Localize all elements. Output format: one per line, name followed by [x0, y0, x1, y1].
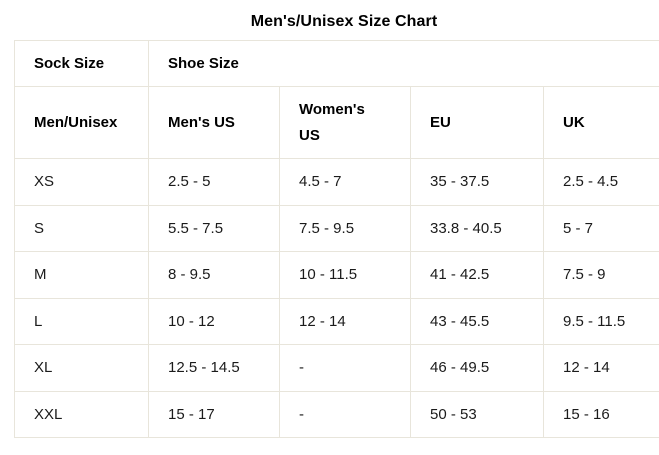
table-row: L 10 - 12 12 - 14 43 - 45.5 9.5 - 11.5 [14, 297, 659, 345]
table-cell: 15 - 16 [542, 390, 659, 438]
table-cell: 43 - 45.5 [410, 297, 544, 345]
row-size-label: XL [14, 344, 149, 392]
table-row: S 5.5 - 7.5 7.5 - 9.5 33.8 - 40.5 5 - 7 [14, 204, 659, 252]
column-header-womens-us: Women's US [279, 86, 411, 159]
page-title: Men's/Unisex Size Chart [250, 13, 438, 30]
table-cell: 15 - 17 [148, 390, 280, 438]
table-cell: 35 - 37.5 [410, 158, 544, 206]
row-size-label: XS [14, 158, 149, 206]
table-row: XS 2.5 - 5 4.5 - 7 35 - 37.5 2.5 - 4.5 [14, 158, 659, 206]
row-size-label: L [14, 297, 149, 345]
table-cell: 5 - 7 [542, 204, 659, 252]
table-cell: 46 - 49.5 [410, 344, 544, 392]
table-cell: 33.8 - 40.5 [410, 204, 544, 252]
table-cell: 9.5 - 11.5 [542, 297, 659, 345]
table-cell: 8 - 9.5 [148, 251, 280, 299]
table-row: XXL 15 - 17-50 - 53 15 - 16 [14, 390, 659, 438]
table-cell: 12.5 - 14.5 [148, 344, 280, 392]
table-cell: 4.5 - 7 [279, 158, 411, 206]
table-cell: 2.5 - 4.5 [542, 158, 659, 206]
table-cell: 10 - 11.5 [279, 251, 411, 299]
column-header-uk: UK [542, 86, 659, 159]
table-cell: 12 - 14 [279, 297, 411, 345]
table-group-header-row: Sock Size Shoe Size [14, 40, 659, 87]
row-size-label: S [14, 204, 149, 252]
sock-size-header: Sock Size [14, 40, 149, 87]
column-header-eu: EU [410, 86, 544, 159]
table-row: XL 12.5 - 14.5-46 - 49.5 12 - 14 [14, 344, 659, 392]
row-size-label: XXL [14, 390, 149, 438]
table-cell: 10 - 12 [148, 297, 280, 345]
table-cell: 7.5 - 9 [542, 251, 659, 299]
row-size-label: M [14, 251, 149, 299]
size-table-body: XS 2.5 - 5 4.5 - 7 35 - 37.5 2.5 - 4.5 S 5.5 -… [14, 158, 659, 438]
shoe-size-header: Shoe Size [147, 40, 659, 87]
table-cell: - [279, 390, 411, 438]
column-header-mens-us: Men's US [148, 86, 280, 159]
column-header-men-unisex: Men/Unisex [14, 86, 149, 159]
column-header-womens-us-label: Women's US [299, 100, 365, 144]
table-cell: 41 - 42.5 [410, 251, 544, 299]
size-chart-table: Sock Size Shoe Size Men/Unisex Men's US … [14, 40, 659, 438]
table-column-header-row: Men/Unisex Men's US Women's US EU UK [14, 86, 659, 159]
table-cell: 12 - 14 [542, 344, 659, 392]
table-cell: 7.5 - 9.5 [279, 204, 411, 252]
table-cell: - [279, 344, 411, 392]
table-cell: 5.5 - 7.5 [148, 204, 280, 252]
table-cell: 50 - 53 [410, 390, 544, 438]
table-cell: 2.5 - 5 [148, 158, 280, 206]
